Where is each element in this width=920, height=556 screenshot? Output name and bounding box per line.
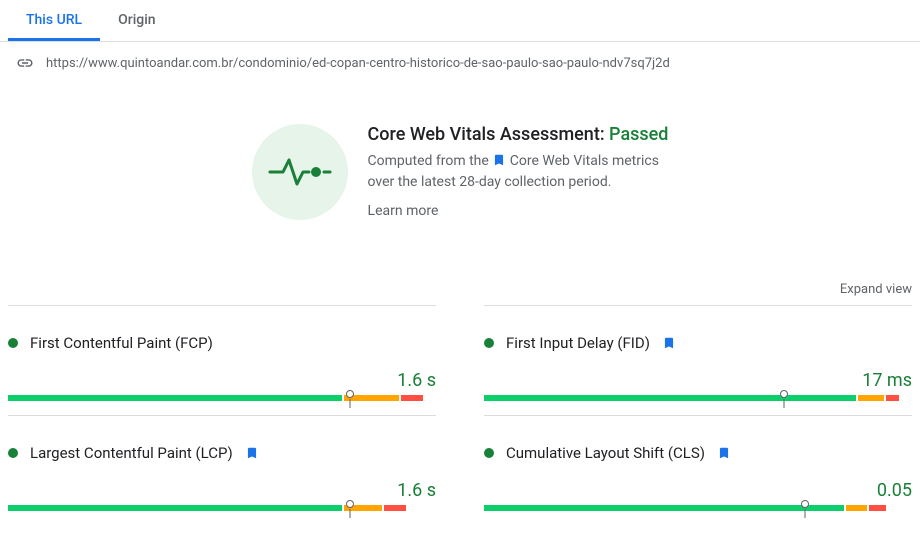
bookmark-icon: [717, 446, 731, 460]
metric-header: Largest Contentful Paint (LCP): [8, 444, 436, 462]
bar-marker: [801, 500, 809, 508]
metric-header: Cumulative Layout Shift (CLS): [484, 444, 912, 462]
bar-marker: [346, 500, 354, 508]
metric-bar: [484, 395, 912, 401]
bar-bad: [401, 395, 422, 401]
pulse-icon: [252, 124, 348, 220]
learn-more-link[interactable]: Learn more: [368, 201, 669, 222]
metric-value: 1.6 s: [8, 370, 436, 391]
bookmark-icon: [492, 153, 506, 167]
metric-value: 17 ms: [484, 370, 912, 391]
metric-header: First Input Delay (FID): [484, 334, 912, 352]
bar-good: [484, 505, 844, 511]
bar-bad: [384, 505, 405, 511]
bar-good: [484, 395, 856, 401]
bar-good: [8, 395, 342, 401]
tabs: This URL Origin: [0, 0, 920, 42]
bookmark-icon: [662, 336, 676, 350]
bar-bad: [886, 395, 899, 401]
tab-origin[interactable]: Origin: [100, 0, 173, 41]
desc-part-3: over the latest 28-day collection period…: [368, 174, 612, 190]
bar-warn: [858, 395, 884, 401]
metric-card: Cumulative Layout Shift (CLS) 0.05: [484, 415, 912, 525]
assessment-status: Passed: [609, 124, 668, 145]
link-icon: [16, 54, 34, 72]
status-dot: [484, 338, 494, 348]
desc-part-1: Computed from the: [368, 153, 493, 169]
metric-value: 0.05: [484, 480, 912, 501]
metric-header: First Contentful Paint (FCP): [8, 334, 436, 352]
metric-bar: [484, 505, 912, 511]
metric-value: 1.6 s: [8, 480, 436, 501]
metric-card: First Contentful Paint (FCP) 1.6 s: [8, 305, 436, 415]
url-text: https://www.quintoandar.com.br/condomini…: [46, 56, 670, 71]
assessment-text: Core Web Vitals Assessment: Passed Compu…: [368, 124, 669, 222]
metrics-grid: First Contentful Paint (FCP) 1.6 s First I…: [0, 305, 920, 525]
metric-card: First Input Delay (FID) 17 ms: [484, 305, 912, 415]
bookmark-icon: [245, 446, 259, 460]
bar-warn: [846, 505, 867, 511]
url-bar: https://www.quintoandar.com.br/condomini…: [0, 42, 920, 84]
assessment-section: Core Web Vitals Assessment: Passed Compu…: [0, 84, 920, 282]
expand-view-link[interactable]: Expand view: [0, 282, 920, 305]
metric-name: First Input Delay (FID): [506, 334, 650, 352]
metric-name: Largest Contentful Paint (LCP): [30, 444, 233, 462]
metric-name: First Contentful Paint (FCP): [30, 334, 213, 352]
metric-bar: [8, 395, 436, 401]
bar-bad: [869, 505, 886, 511]
assessment-title: Core Web Vitals Assessment: Passed: [368, 124, 669, 145]
tab-this-url[interactable]: This URL: [8, 0, 100, 41]
status-dot: [8, 448, 18, 458]
status-dot: [484, 448, 494, 458]
metric-name: Cumulative Layout Shift (CLS): [506, 444, 705, 462]
bar-marker: [346, 390, 354, 398]
desc-part-2: Core Web Vitals metrics: [510, 153, 659, 169]
bar-marker: [780, 390, 788, 398]
bar-good: [8, 505, 342, 511]
metric-card: Largest Contentful Paint (LCP) 1.6 s: [8, 415, 436, 525]
assessment-title-prefix: Core Web Vitals Assessment:: [368, 124, 610, 145]
assessment-desc: Computed from the Core Web Vitals metric…: [368, 151, 669, 193]
status-dot: [8, 338, 18, 348]
metric-bar: [8, 505, 436, 511]
